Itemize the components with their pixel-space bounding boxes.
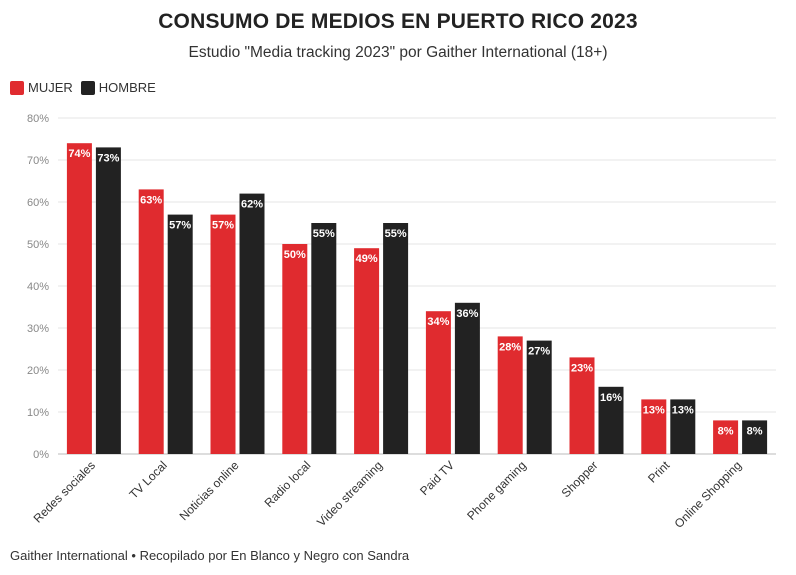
bar-hombre-7: [598, 386, 624, 454]
bar-mujer-6: [497, 336, 523, 454]
bar-mujer-4: [354, 248, 380, 454]
bar-hombre-0: [95, 147, 121, 454]
legend-swatch-hombre: [80, 80, 95, 95]
y-tick-label-10: 10%: [27, 407, 49, 419]
legend-swatch-mujer: [10, 80, 24, 95]
bar-mujer-9: [713, 420, 739, 454]
x-tick-label-4: Video streaming: [314, 458, 385, 529]
data-label-mujer-5: 34%: [427, 316, 449, 328]
data-label-hombre-2: 62%: [241, 199, 263, 211]
bar-mujer-0: [66, 143, 92, 454]
x-tick-label-1: TV Local: [126, 458, 169, 501]
y-tick-label-50: 50%: [27, 239, 49, 251]
x-tick-label-3: Radio local: [262, 458, 314, 510]
x-tick-label-0: Redes sociales: [31, 458, 98, 525]
data-label-hombre-0: 73%: [97, 152, 119, 164]
x-tick-label-5: Paid TV: [417, 458, 457, 498]
y-tick-label-60: 60%: [27, 197, 49, 209]
bar-mujer-7: [569, 357, 595, 454]
x-tick-label-7: Shopper: [559, 458, 601, 500]
legend-label-hombre: HOMBRE: [98, 80, 156, 95]
x-tick-label-9: Online Shopping: [672, 458, 745, 531]
data-label-mujer-6: 28%: [499, 341, 521, 353]
data-label-mujer-3: 50%: [284, 249, 306, 261]
bar-hombre-3: [311, 223, 337, 454]
legend-label-mujer: MUJER: [28, 80, 73, 95]
x-tick-label-2: Noticias online: [177, 458, 242, 523]
data-label-mujer-0: 74%: [68, 148, 90, 160]
y-tick-label-70: 70%: [27, 155, 49, 167]
y-tick-label-80: 80%: [27, 113, 49, 125]
legend-item-mujer[interactable]: MUJER: [10, 80, 73, 95]
bar-hombre-1: [167, 214, 193, 454]
data-label-hombre-1: 57%: [169, 220, 191, 232]
bar-mujer-8: [641, 399, 667, 454]
data-label-mujer-9: 8%: [718, 425, 734, 437]
data-label-mujer-8: 13%: [643, 404, 665, 416]
bar-mujer-2: [210, 214, 236, 454]
data-label-hombre-9: 8%: [747, 425, 763, 437]
chart-title: CONSUMO DE MEDIOS EN PUERTO RICO 2023: [158, 10, 638, 33]
y-tick-label-0: 0%: [33, 449, 49, 461]
data-label-hombre-3: 55%: [313, 228, 335, 240]
bar-hombre-9: [742, 420, 768, 454]
data-label-hombre-7: 16%: [600, 392, 622, 404]
y-tick-label-40: 40%: [27, 281, 49, 293]
data-label-hombre-5: 36%: [456, 308, 478, 320]
data-label-hombre-4: 55%: [385, 228, 407, 240]
x-tick-label-6: Phone gaming: [464, 458, 529, 523]
y-tick-label-30: 30%: [27, 323, 49, 335]
y-tick-label-20: 20%: [27, 365, 49, 377]
x-tick-label-8: Print: [645, 458, 673, 486]
bar-hombre-8: [670, 399, 696, 454]
data-label-mujer-4: 49%: [356, 253, 378, 265]
legend-item-hombre[interactable]: HOMBRE: [80, 80, 156, 95]
bar-hombre-2: [239, 193, 265, 454]
legend: MUJER HOMBRE: [10, 80, 164, 95]
source-note: Gaither International • Recopilado por E…: [10, 548, 410, 563]
chart-subtitle: Estudio "Media tracking 2023" por Gaithe…: [188, 44, 608, 61]
bar-mujer-3: [282, 244, 308, 454]
data-label-hombre-8: 13%: [672, 404, 694, 416]
bar-hombre-5: [454, 302, 480, 454]
bar-hombre-4: [383, 223, 409, 454]
data-label-hombre-6: 27%: [528, 346, 550, 358]
data-label-mujer-2: 57%: [212, 220, 234, 232]
bar-hombre-6: [526, 340, 552, 454]
bar-mujer-5: [425, 311, 451, 454]
bar-mujer-1: [138, 189, 164, 454]
data-label-mujer-1: 63%: [140, 194, 162, 206]
data-label-mujer-7: 23%: [571, 362, 593, 374]
